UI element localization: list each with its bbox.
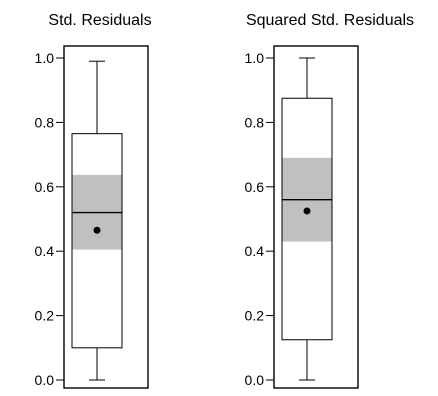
panel-title: Std. Residuals [48, 12, 151, 29]
y-tick-label: 0.8 [35, 114, 55, 130]
plot-frame [63, 45, 149, 389]
y-tick-label: 0.6 [245, 179, 265, 195]
y-tick-label: 1.0 [35, 50, 55, 66]
y-tick-label: 1.0 [245, 50, 265, 66]
y-tick-label: 0.8 [245, 114, 265, 130]
y-tick-label: 0.2 [35, 308, 55, 324]
y-tick-label: 0.4 [35, 243, 55, 259]
y-tick-label: 0.2 [245, 308, 265, 324]
mean-point [93, 226, 101, 234]
y-tick-label: 0.4 [245, 243, 265, 259]
mean-point [303, 207, 311, 215]
y-tick-label: 0.6 [35, 179, 55, 195]
y-tick-label: 0.0 [35, 372, 55, 388]
panel-title: Squared Std. Residuals [246, 12, 414, 29]
plot-frame [273, 45, 359, 389]
panel-std-residuals: Std. Residuals 0.0 0.2 0.4 0.6 0.8 1.0 [35, 12, 152, 389]
y-tick-label: 0.0 [245, 372, 265, 388]
panel-squared-std-residuals: Squared Std. Residuals 0.0 0.2 0.4 0.6 0.8 1.… [245, 12, 414, 389]
